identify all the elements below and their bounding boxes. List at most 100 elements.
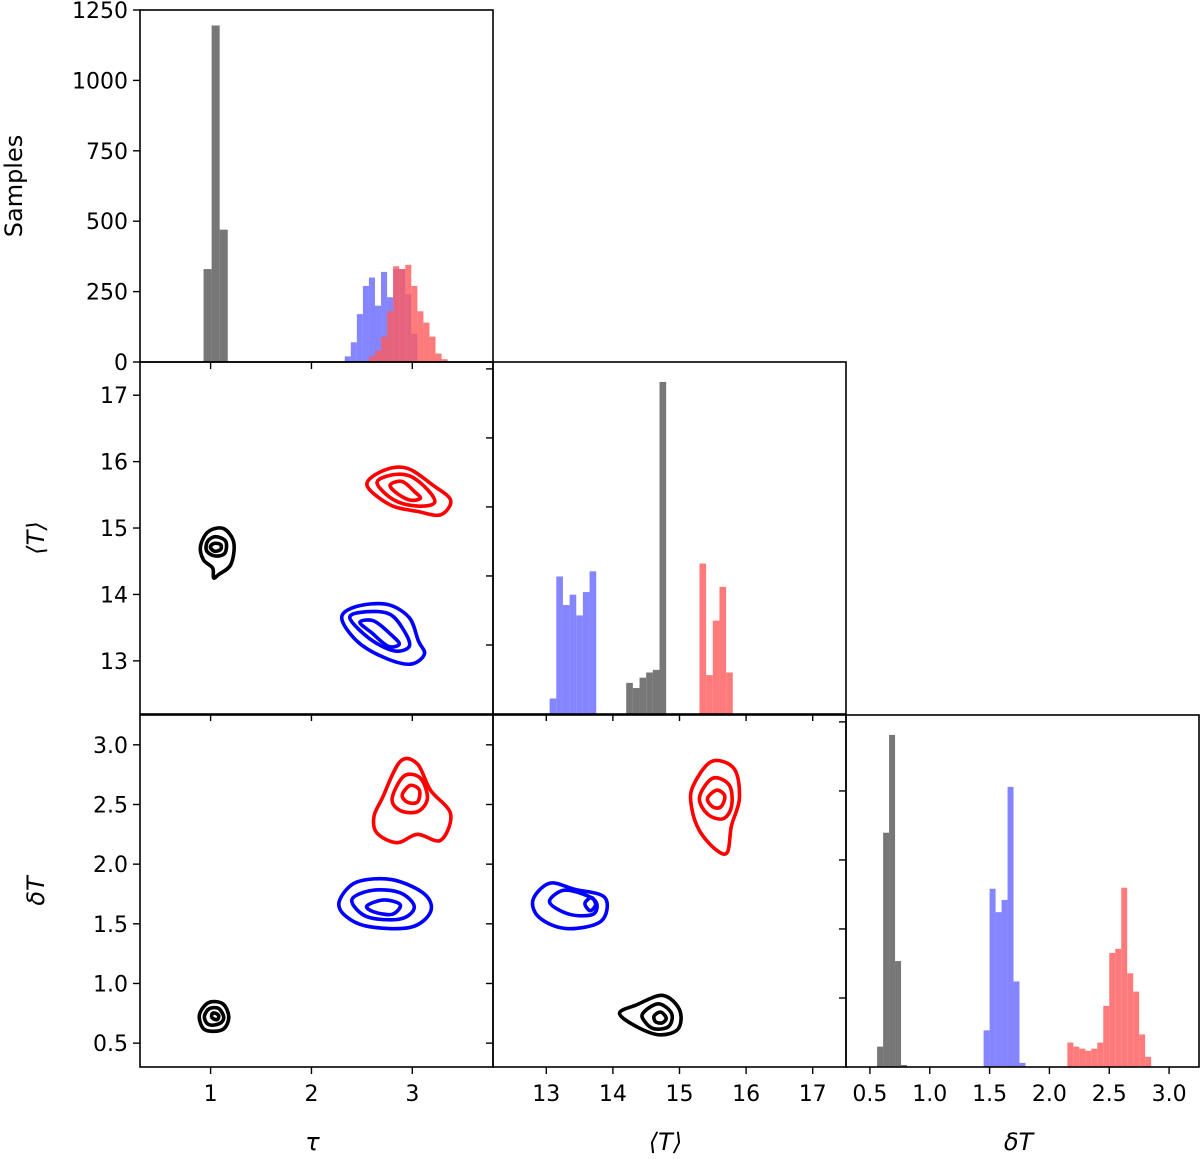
- histogram-bar-red: [441, 359, 448, 362]
- histogram-bar-red: [435, 353, 442, 362]
- x-axis-label-mean_T: ⟨T⟩: [649, 1128, 682, 1156]
- histogram-bar-blue: [989, 888, 996, 1067]
- y-tick-label-delta_T: 0.5: [93, 1032, 128, 1057]
- x-tick-label-delta_T: 2.5: [1092, 1082, 1127, 1107]
- histogram-bar-blue: [576, 615, 583, 714]
- contour-black-level-2: [204, 534, 229, 558]
- y-tick-label-samples: 500: [86, 210, 128, 235]
- histogram-bar-red: [1085, 1050, 1092, 1067]
- y-tick-label-mean_T: 15: [100, 517, 128, 542]
- histogram-bar-red: [1097, 1042, 1104, 1067]
- y-tick-label-delta_T: 2.0: [93, 853, 128, 878]
- contour-red-level-1: [371, 756, 453, 845]
- histogram-bar-blue: [1019, 1062, 1026, 1067]
- histogram-bar-blue: [350, 342, 357, 362]
- contour-blue-level-1: [530, 881, 610, 931]
- histogram-bar-black: [652, 669, 660, 714]
- contour-black-level-3: [652, 1010, 668, 1025]
- contour-black-level-3: [209, 1011, 221, 1022]
- x-tick-label-delta_T: 0.5: [852, 1082, 887, 1107]
- y-tick-label-delta_T: 1.0: [93, 972, 128, 997]
- y-axis-label-delta_T: δT: [22, 874, 50, 906]
- histogram-bar-red: [1127, 973, 1134, 1067]
- contour-black-level-1: [198, 526, 236, 580]
- contour-black-level-1: [197, 999, 231, 1034]
- x-axis-label-delta_T: δT: [1004, 1128, 1036, 1156]
- histogram-bar-red: [417, 311, 424, 362]
- y-tick-label-mean_T: 14: [100, 583, 128, 608]
- x-tick-label-delta_T: 2.0: [1032, 1082, 1067, 1107]
- histogram-bar-blue: [374, 305, 382, 362]
- histogram-bar-red: [387, 311, 394, 362]
- contour-black-level-2: [202, 1005, 226, 1027]
- y-tick-label-mean_T: 17: [100, 384, 128, 409]
- histogram-bar-blue: [983, 1030, 990, 1067]
- panel-frame: [492, 361, 847, 715]
- contour-red-level-1: [688, 758, 742, 856]
- contour-panel-tau-mean_T: 13 14 15 16 17: [100, 361, 494, 721]
- histogram-bar-red: [1079, 1048, 1086, 1067]
- histogram-bar-black: [203, 269, 212, 362]
- histogram-bar-black: [646, 672, 653, 714]
- histogram-bar-red: [368, 356, 375, 362]
- histogram-bar-black: [219, 229, 228, 362]
- histogram-bar-red: [423, 322, 430, 362]
- histogram-bar-red: [1091, 1048, 1098, 1067]
- histogram-bar-black: [901, 1064, 908, 1067]
- x-tick-label-mean_T: 15: [665, 1082, 693, 1107]
- histogram-bar-red: [381, 336, 388, 362]
- histogram-bar-black: [889, 734, 896, 1067]
- histogram-bar-red: [719, 586, 727, 714]
- histogram-bar-red: [1139, 1034, 1146, 1067]
- histogram-bar-red: [699, 563, 707, 714]
- contour-red-level-1: [365, 465, 453, 518]
- histogram-bar-red: [1109, 952, 1116, 1067]
- histogram-bar-red: [1073, 1046, 1080, 1067]
- contour-blue-level-1: [339, 601, 427, 667]
- histogram-bar-red: [726, 672, 733, 714]
- histogram-bar-black: [211, 25, 220, 362]
- contour-red-level-2: [375, 472, 437, 509]
- contour-red-level-2: [697, 775, 734, 821]
- panel-frame: [139, 361, 494, 715]
- histogram-bar-black: [659, 381, 667, 714]
- histogram-bar-blue: [562, 605, 570, 714]
- x-tick-label-mean_T: 13: [532, 1082, 560, 1107]
- contour-blue-level-3: [364, 898, 403, 917]
- y-tick-label-samples: 750: [86, 140, 128, 165]
- y-tick-label-delta_T: 1.5: [93, 913, 128, 938]
- x-tick-label-mean_T: 17: [799, 1082, 827, 1107]
- x-tick-label-mean_T: 14: [599, 1082, 627, 1107]
- contour-panel-mean_T-delta_T: 13 14 15 16 17: [486, 714, 847, 1107]
- histogram-bar-black: [639, 677, 647, 714]
- histogram-bar-red: [706, 675, 713, 714]
- contour-black-level-2: [640, 1002, 675, 1031]
- y-axis-label-samples: Samples: [0, 135, 28, 238]
- histogram-bar-red: [399, 269, 406, 362]
- histogram-bar-red: [1121, 887, 1128, 1067]
- histogram-bar-red: [1145, 1056, 1152, 1067]
- histogram-bar-blue: [582, 592, 590, 714]
- contour-red-level-3: [388, 479, 423, 503]
- contour-blue-level-2: [348, 609, 412, 653]
- contour-blue-level-3: [358, 618, 402, 649]
- histogram-bar-red: [393, 266, 400, 362]
- histogram-bar-blue: [995, 912, 1002, 1067]
- x-tick-label-delta_T: 1.0: [912, 1082, 947, 1107]
- contour-black-level-1: [617, 993, 683, 1037]
- y-tick-label-delta_T: 3.0: [93, 734, 128, 759]
- y-tick-label-mean_T: 16: [100, 451, 128, 476]
- histogram-bar-blue: [556, 576, 563, 714]
- contour-red-level-2: [390, 772, 430, 815]
- y-tick-label-samples: 0: [114, 351, 128, 376]
- x-tick-label-tau: 1: [204, 1082, 218, 1107]
- histogram-bar-red: [1115, 948, 1122, 1067]
- histogram-bar-black: [626, 682, 633, 714]
- y-tick-label-delta_T: 2.5: [93, 793, 128, 818]
- histogram-bar-blue: [344, 356, 351, 362]
- histogram-bar-red: [374, 350, 382, 362]
- histogram-bar-blue: [381, 271, 388, 362]
- contour-blue-level-3: [583, 895, 598, 913]
- histogram-bar-black: [877, 1046, 884, 1067]
